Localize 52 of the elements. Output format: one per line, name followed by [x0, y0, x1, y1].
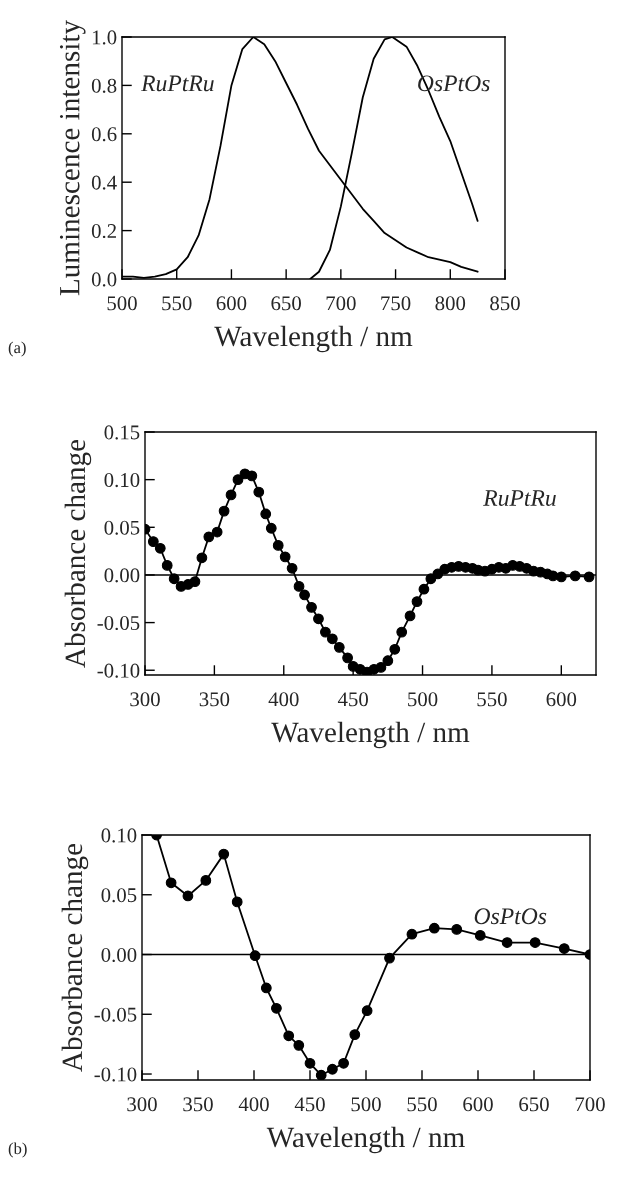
x-tick-label: 600 [546, 692, 577, 707]
y-tick-label: 0.05 [101, 888, 137, 903]
x-tick-label: 850 [490, 296, 520, 311]
y-tick-label: 0.05 [104, 520, 140, 535]
y-axis-title: Luminescence intensity [59, 20, 86, 296]
y-tick-label: 1.0 [92, 30, 117, 45]
y-tick-label: 0.8 [91, 78, 117, 93]
x-tick-label: 650 [271, 296, 301, 311]
y-tick-label: 0.0 [91, 272, 117, 287]
x-tick-label: 450 [337, 692, 368, 707]
x-tick-label: 300 [127, 1097, 157, 1112]
series-label: OsPtOs [474, 908, 547, 925]
x-tick-label: 700 [575, 1097, 605, 1112]
x-tick-label: 300 [130, 692, 160, 707]
y-tick-label: 0.00 [104, 568, 140, 583]
x-tick-label: 800 [435, 296, 466, 311]
x-tick-label: 550 [162, 296, 192, 311]
x-axis-title: Wavelength / nm [271, 721, 470, 749]
x-tick-label: 350 [199, 692, 230, 707]
text: (a) [8, 341, 26, 357]
x-tick-label: 450 [294, 1097, 325, 1112]
x-axis-title: Wavelength / nm [214, 325, 413, 353]
x-tick-label: 750 [381, 296, 411, 311]
y-tick-label: 0.10 [101, 828, 137, 843]
y-tick-label: 0.15 [104, 425, 140, 440]
y-tick-label: -0.05 [94, 1007, 137, 1022]
y-tick-label: -0.10 [97, 663, 140, 678]
x-tick-label: 600 [463, 1097, 493, 1112]
x-tick-label: 500 [107, 296, 137, 311]
x-tick-label: 400 [238, 1097, 269, 1112]
y-tick-label: -0.10 [94, 1067, 137, 1082]
y-tick-label: 0.00 [101, 947, 137, 963]
y-tick-label: -0.05 [97, 615, 140, 631]
y-axis-title: Absorbance change [61, 843, 89, 1072]
x-tick-label: 550 [477, 692, 507, 707]
x-tick-label: 550 [407, 1097, 437, 1112]
text: RuPtRu [483, 490, 556, 506]
x-tick-label: 500 [408, 692, 438, 707]
x-tick-label: 650 [519, 1097, 549, 1112]
x-axis-title: Wavelength / nm [266, 1126, 465, 1154]
x-tick-label: 400 [268, 692, 299, 707]
x-tick-label: 700 [326, 296, 356, 311]
series-label: RuPtRu [141, 75, 214, 92]
y-tick-label: 0.10 [104, 473, 140, 488]
y-tick-label: 0.2 [91, 223, 116, 239]
text: (b) [8, 1142, 27, 1158]
y-tick-label: 0.4 [91, 175, 117, 190]
x-tick-label: 500 [351, 1097, 381, 1112]
x-tick-label: 600 [216, 296, 247, 311]
y-tick-label: 0.6 [91, 127, 117, 142]
x-tick-label: 350 [183, 1097, 213, 1112]
y-axis-title: Absorbance change [64, 439, 92, 668]
